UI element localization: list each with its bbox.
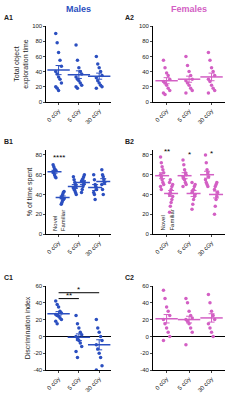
svg-text:0: 0 xyxy=(146,334,150,340)
svg-text:0: 0 xyxy=(39,99,43,105)
svg-text:0 cGy: 0 cGy xyxy=(46,240,61,255)
svg-text:% of time spent: % of time spent xyxy=(26,168,34,216)
svg-text:B2: B2 xyxy=(125,138,134,145)
svg-text:80: 80 xyxy=(36,152,43,158)
svg-text:0 cGy: 0 cGy xyxy=(46,376,61,391)
svg-text:5 cGy: 5 cGy xyxy=(66,240,81,255)
svg-text:100: 100 xyxy=(139,23,150,29)
svg-text:80: 80 xyxy=(142,38,149,44)
svg-text:20: 20 xyxy=(142,317,149,323)
svg-text:0: 0 xyxy=(39,231,43,237)
svg-text:100: 100 xyxy=(32,23,43,29)
svg-text:40: 40 xyxy=(142,300,149,306)
svg-text:5 cGy: 5 cGy xyxy=(66,108,81,123)
svg-text:60: 60 xyxy=(36,172,43,178)
svg-text:0: 0 xyxy=(146,231,150,237)
svg-text:0 cGy: 0 cGy xyxy=(154,240,169,255)
svg-text:30 cGy: 30 cGy xyxy=(197,108,215,126)
svg-text:5 cGy: 5 cGy xyxy=(177,376,192,391)
svg-text:0 cGy: 0 cGy xyxy=(154,108,169,123)
svg-text:*: * xyxy=(210,149,213,158)
svg-text:Novel: Novel xyxy=(52,216,58,231)
svg-text:30 cGy: 30 cGy xyxy=(84,240,102,258)
svg-text:Males: Males xyxy=(66,4,91,14)
svg-text:Familiar: Familiar xyxy=(169,209,175,230)
svg-text:30 cGy: 30 cGy xyxy=(197,240,215,258)
svg-text:A1: A1 xyxy=(4,14,13,21)
svg-text:5 cGy: 5 cGy xyxy=(177,108,192,123)
svg-text:**: ** xyxy=(164,147,170,156)
svg-text:-20: -20 xyxy=(34,350,43,356)
svg-text:60: 60 xyxy=(36,54,43,60)
svg-text:**: ** xyxy=(66,291,72,300)
svg-text:-40: -40 xyxy=(140,367,149,373)
svg-text:30 cGy: 30 cGy xyxy=(197,376,215,394)
svg-text:C2: C2 xyxy=(125,274,134,281)
svg-text:B1: B1 xyxy=(4,138,13,145)
svg-text:5 cGy: 5 cGy xyxy=(66,376,81,391)
svg-text:C1: C1 xyxy=(4,274,13,281)
svg-text:40: 40 xyxy=(36,69,43,75)
svg-text:40: 40 xyxy=(36,300,43,306)
svg-text:*: * xyxy=(77,285,80,294)
svg-text:60: 60 xyxy=(36,283,43,289)
svg-text:0: 0 xyxy=(146,99,150,105)
svg-text:-20: -20 xyxy=(140,350,149,356)
svg-text:40: 40 xyxy=(142,69,149,75)
svg-text:Novel: Novel xyxy=(160,215,166,230)
svg-text:A2: A2 xyxy=(125,14,134,21)
svg-text:60: 60 xyxy=(142,172,149,178)
svg-text:Total objectexploration time: Total objectexploration time xyxy=(13,39,30,89)
svg-text:60: 60 xyxy=(142,283,149,289)
svg-text:5 cGy: 5 cGy xyxy=(177,240,192,255)
svg-text:20: 20 xyxy=(142,211,149,217)
svg-text:0 cGy: 0 cGy xyxy=(46,108,61,123)
svg-text:20: 20 xyxy=(36,317,43,323)
svg-text:0: 0 xyxy=(39,334,43,340)
svg-text:Females: Females xyxy=(171,4,207,14)
svg-text:30 cGy: 30 cGy xyxy=(84,108,102,126)
svg-text:Familiar: Familiar xyxy=(60,210,66,231)
svg-text:****: **** xyxy=(53,153,65,162)
svg-text:20: 20 xyxy=(36,84,43,90)
svg-text:60: 60 xyxy=(142,54,149,60)
svg-text:40: 40 xyxy=(36,192,43,198)
svg-text:20: 20 xyxy=(142,84,149,90)
svg-text:30 cGy: 30 cGy xyxy=(84,376,102,394)
svg-text:-40: -40 xyxy=(34,367,43,373)
svg-text:20: 20 xyxy=(36,211,43,217)
svg-text:Discrimination index: Discrimination index xyxy=(24,296,31,359)
svg-text:80: 80 xyxy=(36,38,43,44)
svg-text:40: 40 xyxy=(142,192,149,198)
svg-text:80: 80 xyxy=(142,152,149,158)
svg-text:*: * xyxy=(188,150,191,159)
svg-text:0 cGy: 0 cGy xyxy=(154,376,169,391)
